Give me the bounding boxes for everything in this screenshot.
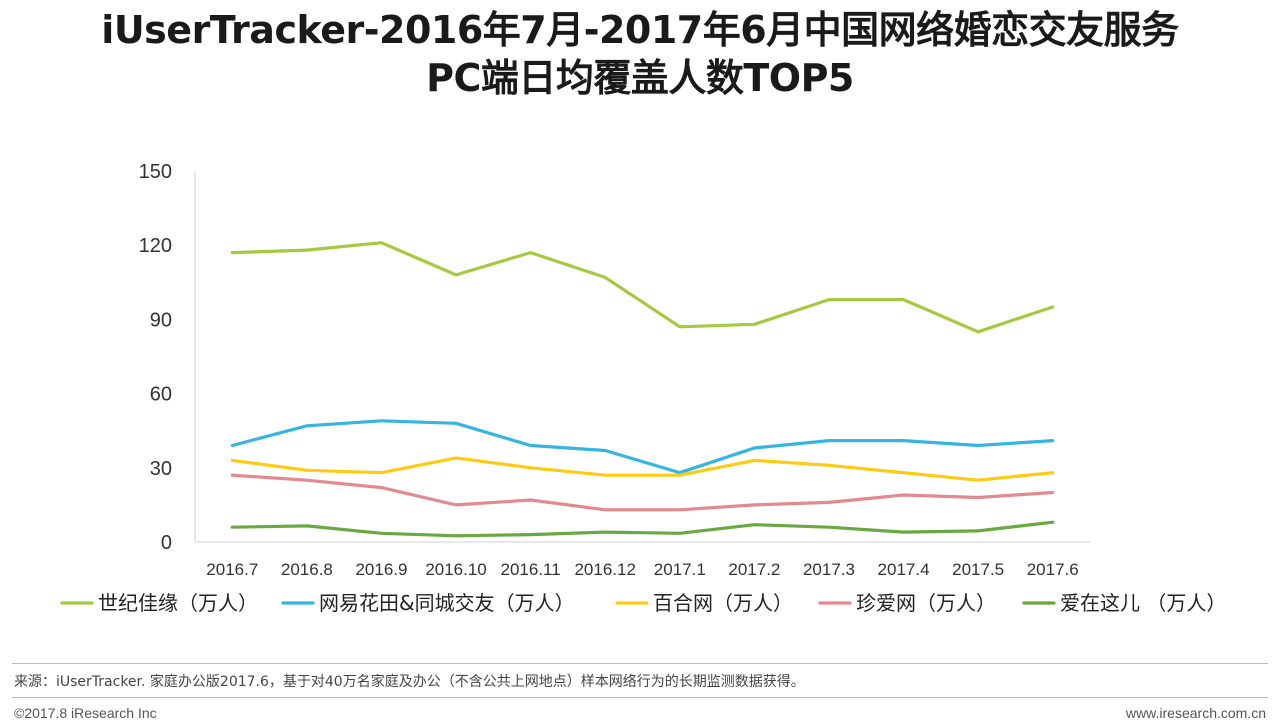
series-line-4: [230, 520, 1055, 538]
y-tick-label: 120: [139, 235, 172, 257]
chart-title-line1: iUserTracker-2016年7月-2017年6月中国网络婚恋交友服务: [101, 8, 1179, 52]
website-link[interactable]: www.iresearch.com.cn: [1125, 705, 1266, 721]
legend: 世纪佳缘（万人） 网易花田&同城交友（万人） 百合网（万人） 珍爱网（万人） 爱在这儿 …: [60, 591, 1226, 615]
y-tick-label: 30: [150, 458, 172, 480]
series-line-0: [230, 241, 1055, 334]
x-tick-label: 2017.5: [952, 560, 1004, 579]
y-tick-label: 90: [150, 309, 172, 331]
x-tick-label: 2016.8: [281, 560, 333, 579]
legend-label-2: 百合网（万人）: [653, 591, 793, 615]
y-tick-label: 60: [150, 384, 172, 406]
x-tick-label: 2016.7: [206, 560, 258, 579]
y-tick-label: 0: [161, 532, 172, 554]
x-axis: 2016.7 2016.8 2016.9 2016.10 2016.11 2016.12 2…: [195, 541, 1090, 579]
x-tick-label: 2017.3: [803, 560, 855, 579]
series-line-3: [230, 473, 1055, 512]
x-tick-label: 2017.4: [878, 560, 930, 579]
x-tick-label: 2016.9: [355, 560, 407, 579]
legend-label-3: 珍爱网（万人）: [856, 591, 996, 615]
legend-label-4: 爱在这儿 （万人）: [1060, 591, 1226, 615]
x-tick-label: 2016.10: [425, 560, 486, 579]
y-tick-label: 150: [139, 161, 172, 183]
x-tick-label: 2016.11: [501, 560, 561, 579]
series-lines: [230, 241, 1055, 538]
footer-divider-bottom: [12, 697, 1268, 698]
x-tick-label: 2017.2: [728, 560, 780, 579]
x-tick-label: 2017.6: [1027, 560, 1079, 579]
chart-title-line2: PC端日均覆盖人数TOP5: [426, 56, 854, 100]
source-note: 来源：iUserTracker. 家庭办公版2017.6，基于对40万名家庭及办…: [14, 674, 805, 690]
x-tick-label: 2016.12: [574, 560, 635, 579]
legend-label-1: 网易花田&同城交友（万人）: [319, 591, 575, 615]
x-tick-label: 2017.1: [654, 560, 706, 579]
footer-divider-top: [12, 663, 1268, 664]
series-line-1: [230, 419, 1055, 475]
copyright-text: ©2017.8 iResearch Inc: [14, 705, 157, 721]
series-line-2: [230, 456, 1055, 482]
y-axis: 0 30 60 90 120 150: [139, 161, 196, 554]
legend-label-0: 世纪佳缘（万人）: [98, 591, 258, 615]
